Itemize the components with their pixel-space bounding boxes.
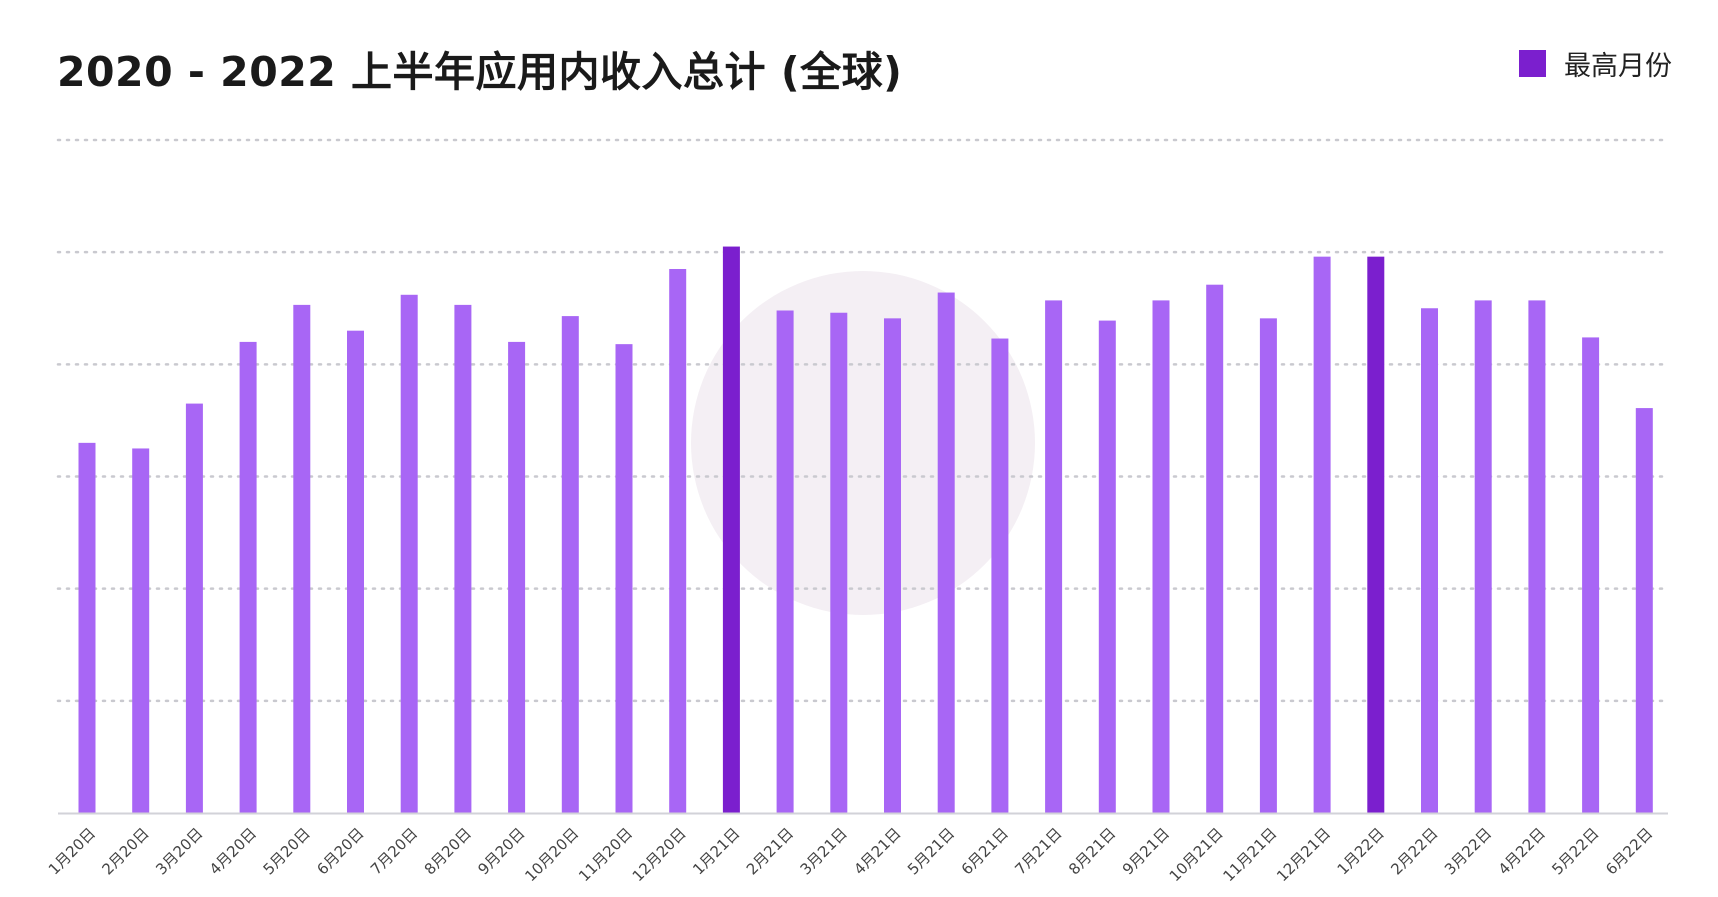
bar-6 bbox=[347, 330, 364, 813]
x-tick-label-4: 4月20日 bbox=[206, 824, 260, 878]
bar-13 bbox=[722, 246, 740, 813]
x-tick-label-30: 6月22日 bbox=[1602, 824, 1656, 878]
bar-19 bbox=[1045, 300, 1063, 814]
bar-28 bbox=[1528, 300, 1546, 814]
bar-7 bbox=[400, 294, 418, 813]
gridlines bbox=[56, 138, 1670, 703]
bars bbox=[78, 246, 1653, 814]
bar-20 bbox=[1098, 320, 1116, 813]
x-tick-label-8: 8月20日 bbox=[421, 824, 475, 878]
bar-30 bbox=[1635, 408, 1653, 813]
legend-label-highest-month: 最高月份 bbox=[1564, 51, 1672, 82]
watermark-circle bbox=[691, 271, 1035, 615]
bar-23 bbox=[1259, 318, 1277, 813]
x-tick-label-1: 1月20日 bbox=[45, 824, 99, 878]
x-tick-labels: 1月20日 2月20日 3月20日 4月20日 5月20日 6月20日 7月20日 8月20日… bbox=[45, 824, 1656, 885]
x-tick-label-3: 3月20日 bbox=[152, 824, 206, 878]
bar-8 bbox=[454, 304, 472, 813]
x-tick-label-19: 7月21日 bbox=[1011, 824, 1065, 878]
x-tick-label-9: 9月20日 bbox=[474, 824, 528, 878]
bar-11 bbox=[615, 344, 633, 813]
x-tick-label-20: 8月21日 bbox=[1065, 824, 1119, 878]
bar-26 bbox=[1421, 308, 1438, 813]
watermark bbox=[691, 271, 1035, 615]
bar-29 bbox=[1582, 337, 1600, 813]
x-tick-label-10: 10月20日 bbox=[521, 824, 582, 885]
bar-24 bbox=[1313, 256, 1331, 813]
x-tick-label-18: 6月21日 bbox=[958, 824, 1012, 878]
bar-12 bbox=[669, 268, 687, 813]
x-tick-label-12: 12月20日 bbox=[629, 824, 690, 885]
x-tick-label-25: 1月22日 bbox=[1334, 824, 1388, 878]
bar-25 bbox=[1367, 256, 1385, 813]
x-tick-label-13: 1月21日 bbox=[689, 824, 743, 878]
x-tick-label-23: 11月21日 bbox=[1219, 824, 1280, 885]
x-tick-label-16: 4月21日 bbox=[850, 824, 904, 878]
x-tick-label-6: 6月20日 bbox=[313, 824, 367, 878]
x-tick-label-22: 10月21日 bbox=[1166, 824, 1227, 885]
x-tick-label-7: 7月20日 bbox=[367, 824, 421, 878]
bar-2 bbox=[132, 448, 150, 813]
x-tick-label-15: 3月21日 bbox=[797, 824, 851, 878]
x-tick-label-29: 5月22日 bbox=[1548, 824, 1602, 878]
x-tick-label-14: 2月21日 bbox=[743, 824, 797, 878]
x-tick-label-17: 5月21日 bbox=[904, 824, 958, 878]
bar-5 bbox=[293, 304, 311, 813]
bar-18 bbox=[991, 338, 1009, 813]
x-tick-label-5: 5月20日 bbox=[260, 824, 314, 878]
legend: 最高月份 bbox=[1519, 44, 1672, 83]
x-tick-label-11: 11月20日 bbox=[575, 824, 636, 885]
bar-14 bbox=[776, 310, 794, 813]
x-tick-label-27: 3月22日 bbox=[1441, 824, 1495, 878]
bar-17 bbox=[937, 292, 955, 814]
x-tick-label-24: 12月21日 bbox=[1273, 824, 1334, 885]
bar-15 bbox=[830, 312, 848, 813]
bar-1 bbox=[78, 442, 96, 813]
legend-swatch-highest-month bbox=[1519, 50, 1546, 77]
bar-16 bbox=[884, 318, 901, 813]
x-tick-label-2: 2月20日 bbox=[99, 824, 153, 878]
bar-22 bbox=[1206, 284, 1224, 813]
bar-21 bbox=[1152, 300, 1170, 814]
bar-9 bbox=[508, 341, 526, 813]
bar-27 bbox=[1474, 300, 1492, 814]
x-tick-label-26: 2月22日 bbox=[1387, 824, 1441, 878]
x-tick-label-28: 4月22日 bbox=[1495, 824, 1549, 878]
chart-title: 2020 - 2022 上半年应用内收入总计 (全球) bbox=[57, 48, 903, 96]
x-tick-label-21: 9月21日 bbox=[1119, 824, 1173, 878]
bar-3 bbox=[185, 403, 203, 813]
bar-10 bbox=[561, 316, 579, 813]
bar-4 bbox=[239, 341, 257, 813]
